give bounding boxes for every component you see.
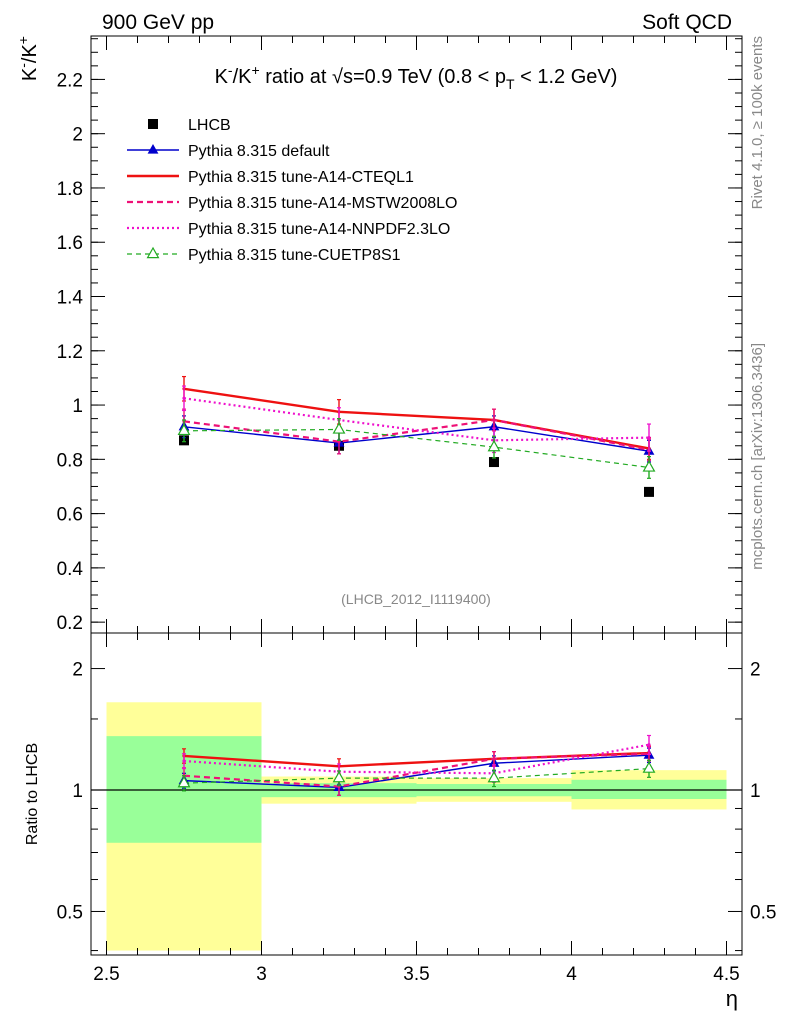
main-series-0 [179,435,654,497]
legend-entry-0: LHCB [148,117,231,134]
ratio-series-line-4 [183,767,650,784]
x-tick-label-2: 3.5 [403,964,429,985]
legend-entry-2: Pythia 8.315 tune-A14-CTEQL1 [127,169,414,186]
main-ytick-label-2: 0.6 [57,505,83,526]
main-ytick-label-0: 0.2 [57,613,83,634]
legend-label-2: Pythia 8.315 tune-A14-CTEQL1 [188,169,414,186]
legend-label-4: Pythia 8.315 tune-A14-NNPDF2.3LO [188,221,450,238]
main-panel: LHCB Pythia 8.315 default Pythia 8.315 tun… [15,35,743,634]
main-series-line-3 [183,418,650,451]
main-point-5-3 [642,460,656,472]
main-ytick-label-6: 1.4 [57,288,84,309]
ratio-axes: 0.5 0.5 1 1 2 2 2.5 3 3.5 4 4.5 [57,633,776,985]
ratio-band-green-3 [571,779,727,799]
main-ytick-label-9: 2 [72,125,83,146]
main-plot-area [177,375,656,497]
legend-entry-1: Pythia 8.315 default [127,143,330,160]
ratio-ytick-label-left-1: 1 [72,781,83,802]
legend-marker-1 [147,144,159,154]
main-point-4-0 [182,396,186,400]
ratio-series-line-0 [183,754,650,789]
x-axis-label: η [726,986,738,1011]
main-ytick-label-4: 1 [72,396,83,417]
main-point-4-3 [647,436,651,440]
ratio-ytick-label-right-1: 1 [750,781,761,802]
legend-entry-4: Pythia 8.315 tune-A14-NNPDF2.3LO [127,221,450,238]
x-tick-label-1: 3 [256,964,267,985]
legend-label-0: LHCB [188,117,231,134]
ratio-point-3-0 [182,759,186,763]
legend-label-3: Pythia 8.315 tune-A14-MSTW2008LO [188,195,457,212]
main-series-5 [177,418,656,479]
ratio-panel: 0.5 0.5 1 1 2 2 2.5 3 3.5 4 4.5 Ratio to LHCB η [24,632,776,1011]
legend-marker-0 [148,119,158,129]
ratio-point-3-3 [647,743,651,747]
main-point-0-2 [489,457,499,468]
side-label-rivet: Rivet 4.1.0, ≥ 100k events [749,36,766,209]
legend-marker-5 [146,246,160,259]
header-right-label: Soft QCD [642,11,732,34]
main-ytick-label-7: 1.6 [57,233,83,254]
main-series-line-5 [183,428,650,469]
ratio-ytick-label-left-0: 0.5 [57,902,83,923]
ratio-point-4-2 [487,770,501,783]
main-series-4 [182,385,651,454]
main-point-0-3 [644,486,654,497]
side-label-mcplots: mcplots.cern.ch [arXiv:1306.3436] [749,343,766,570]
header-left-label: 900 GeV pp [102,11,214,34]
ratio-point-2-2 [492,757,496,761]
ratio-ytick-label-right-0: 0.5 [750,902,776,923]
main-point-5-0 [177,423,191,436]
x-tick-label-0: 2.5 [93,964,119,985]
main-point-3-2 [492,418,496,422]
main-series-2 [182,375,651,460]
ratio-point-4-3 [642,761,656,773]
ratio-ylabel: Ratio to LHCB [24,743,41,845]
watermark: (LHCB_2012_I1119400) [341,591,491,607]
main-point-5-2 [487,439,501,452]
main-ytick-label-1: 0.4 [57,559,84,580]
main-series-line-4 [183,397,650,442]
legend-label-5: Pythia 8.315 tune-CUETP8S1 [188,247,401,264]
main-ytick-label-3: 0.8 [57,450,83,471]
ratio-ytick-label-left-2: 2 [72,660,83,681]
ratio-point-4-1 [332,770,346,783]
main-ytick-label-10: 2.2 [57,70,83,91]
main-point-5-1 [332,422,346,434]
ratio-series-4 [177,759,656,792]
ratio-plot-area [91,702,742,951]
ratio-series-line-2 [183,752,650,788]
ratio-ytick-label-right-2: 2 [750,660,761,681]
legend-entry-5: Pythia 8.315 tune-CUETP8S1 [127,246,401,264]
legend-entry-3: Pythia 8.315 tune-A14-MSTW2008LO [127,195,457,212]
legend: LHCB Pythia 8.315 default Pythia 8.315 tun… [127,117,457,264]
ratio-point-4-0 [177,775,191,788]
main-ytick-label-8: 1.8 [57,179,83,200]
x-tick-label-4: 4.5 [713,964,739,985]
legend-label-1: Pythia 8.315 default [188,143,330,160]
main-axes: 0.2 0.4 0.6 0.8 1 1.2 1.4 1.6 1.8 2 2.2 [57,36,742,634]
main-ytick-label-5: 1.2 [57,342,83,363]
main-ylabel: K-/K+ [15,36,41,81]
x-tick-label-3: 4 [566,964,577,985]
main-title: K-/K+ ratio at √s=0.9 TeV (0.8 < pT < 1.… [215,62,618,92]
